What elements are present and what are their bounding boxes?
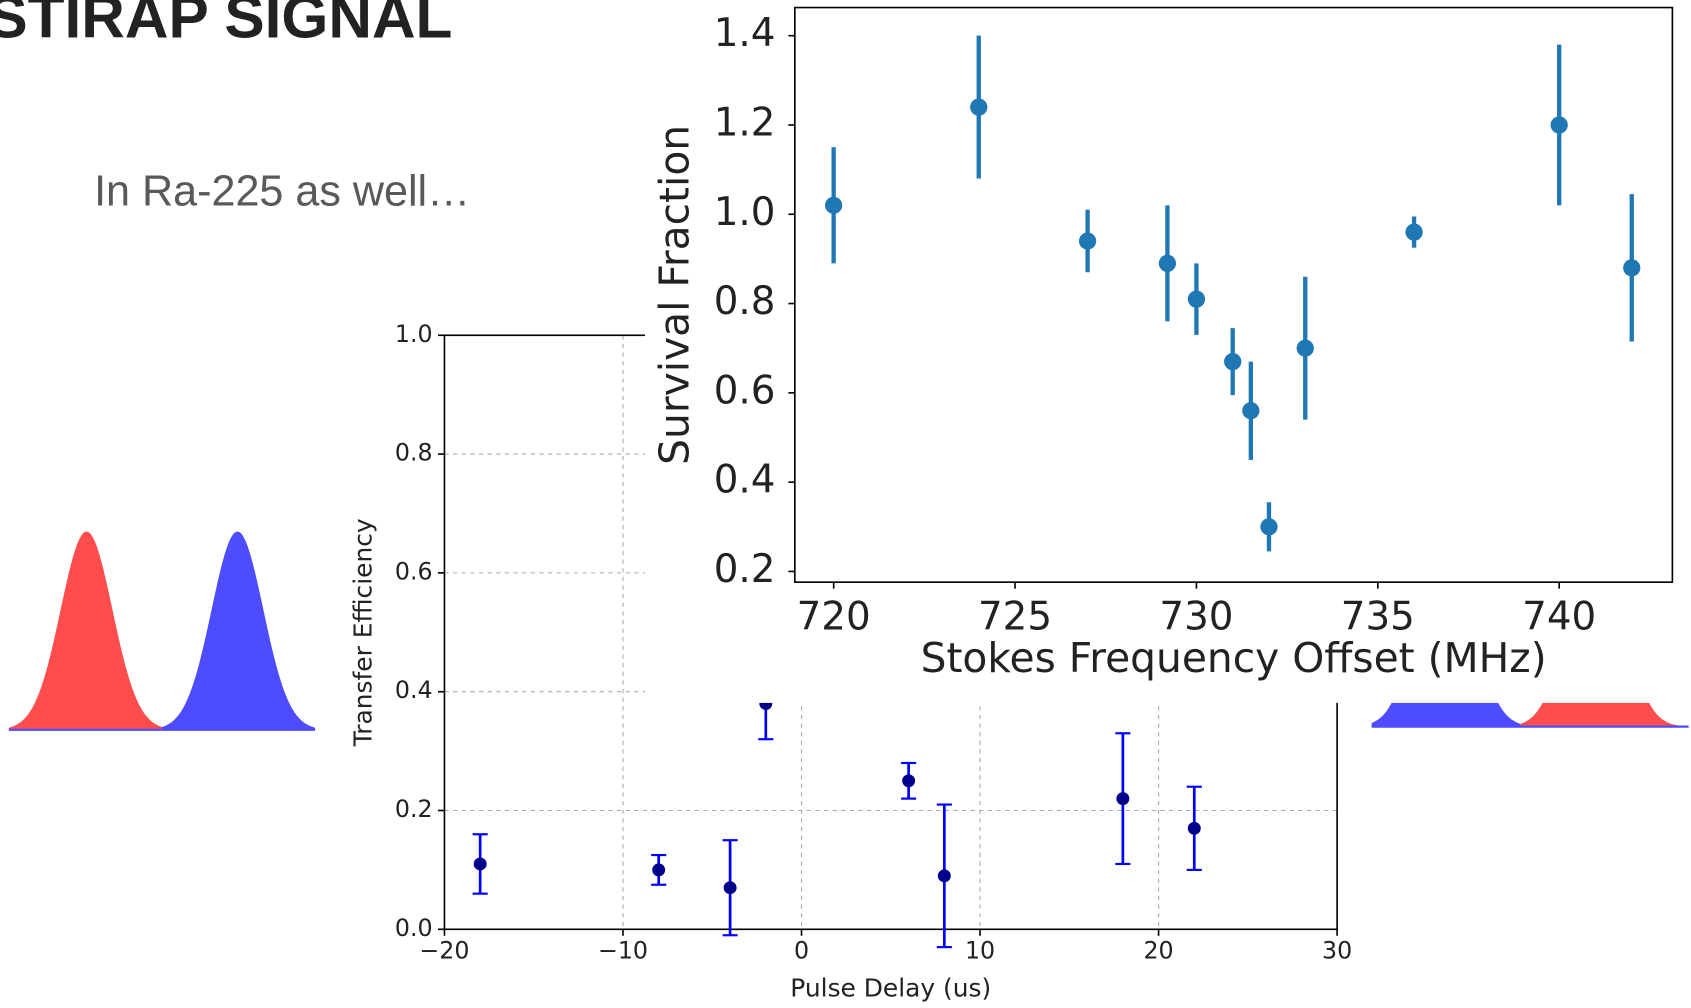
data-point — [902, 774, 916, 788]
x-tick-label: 725 — [978, 595, 1052, 640]
data-point — [1260, 518, 1278, 536]
data-point — [1187, 290, 1206, 308]
y-tick-label: 0.8 — [714, 279, 776, 324]
x-tick-label: 735 — [1341, 595, 1415, 640]
y-tick-label: 1.2 — [714, 100, 776, 145]
x-tick-label: 0 — [794, 936, 809, 964]
data-point — [1116, 792, 1130, 806]
data-point — [473, 857, 487, 871]
plot-frame — [794, 6, 1674, 583]
y-axis-label: Survival Fraction — [650, 125, 698, 465]
x-tick-label: 730 — [1159, 595, 1233, 640]
blue-pulse — [162, 531, 316, 730]
x-tick-label: 30 — [1322, 936, 1352, 964]
y-axis-label: Transfer Efficiency — [349, 518, 378, 747]
data-point — [652, 863, 666, 877]
x-tick-label: −20 — [419, 936, 469, 964]
x-tick-label: 20 — [1143, 936, 1173, 964]
data-point — [1623, 259, 1641, 277]
chart-stokes: 0.2 0.4 0.6 0.8 1.0 1.2 1.4 720 725 730 735 740Stok… — [650, 6, 1674, 682]
y-tick-label: 0.8 — [395, 439, 433, 467]
data-point — [1296, 339, 1314, 357]
y-tick-label: 0.6 — [714, 368, 776, 413]
data-point — [1550, 116, 1568, 134]
x-tick-label: 740 — [1522, 595, 1596, 640]
y-tick-label: 1.0 — [714, 190, 776, 235]
x-tick-label: 720 — [797, 595, 871, 640]
chart-background — [644, 0, 1691, 703]
data-point — [1405, 223, 1423, 241]
y-tick-label: 0.4 — [395, 676, 433, 704]
y-tick-label: 1.0 — [395, 320, 433, 348]
x-axis-label: Pulse Delay (us) — [790, 974, 991, 1003]
data-point — [1224, 352, 1242, 371]
chart-pulse-delay: 0.0 0.2 0.4 0.6 0.8 1.0 −20 −10 0 10 20 30 Pulse Del… — [349, 320, 1353, 1003]
y-tick-label: 1.4 — [714, 11, 776, 56]
y-tick-label: 0.4 — [714, 458, 776, 503]
y-tick-label: 0.0 — [395, 914, 433, 942]
data-point — [970, 98, 988, 116]
y-tick-label: 0.6 — [395, 557, 433, 585]
data-point — [1187, 821, 1201, 835]
data-point — [1242, 402, 1260, 420]
red-pulse — [8, 531, 163, 730]
data-point — [1078, 232, 1097, 250]
x-tick-label: 10 — [965, 936, 995, 964]
y-tick-label: 0.2 — [395, 795, 433, 823]
y-tick-label: 0.2 — [714, 547, 776, 592]
data-point — [723, 881, 737, 895]
x-axis-label: Stokes Frequency Offset (MHz) — [921, 634, 1547, 682]
data-point — [1158, 254, 1177, 273]
data-point — [937, 869, 951, 883]
slide-title: STIRAP SIGNAL — [0, 0, 452, 51]
x-tick-label: −10 — [598, 936, 648, 964]
data-point — [825, 196, 843, 214]
slide-text: In Ra-225 as well… — [94, 167, 470, 215]
